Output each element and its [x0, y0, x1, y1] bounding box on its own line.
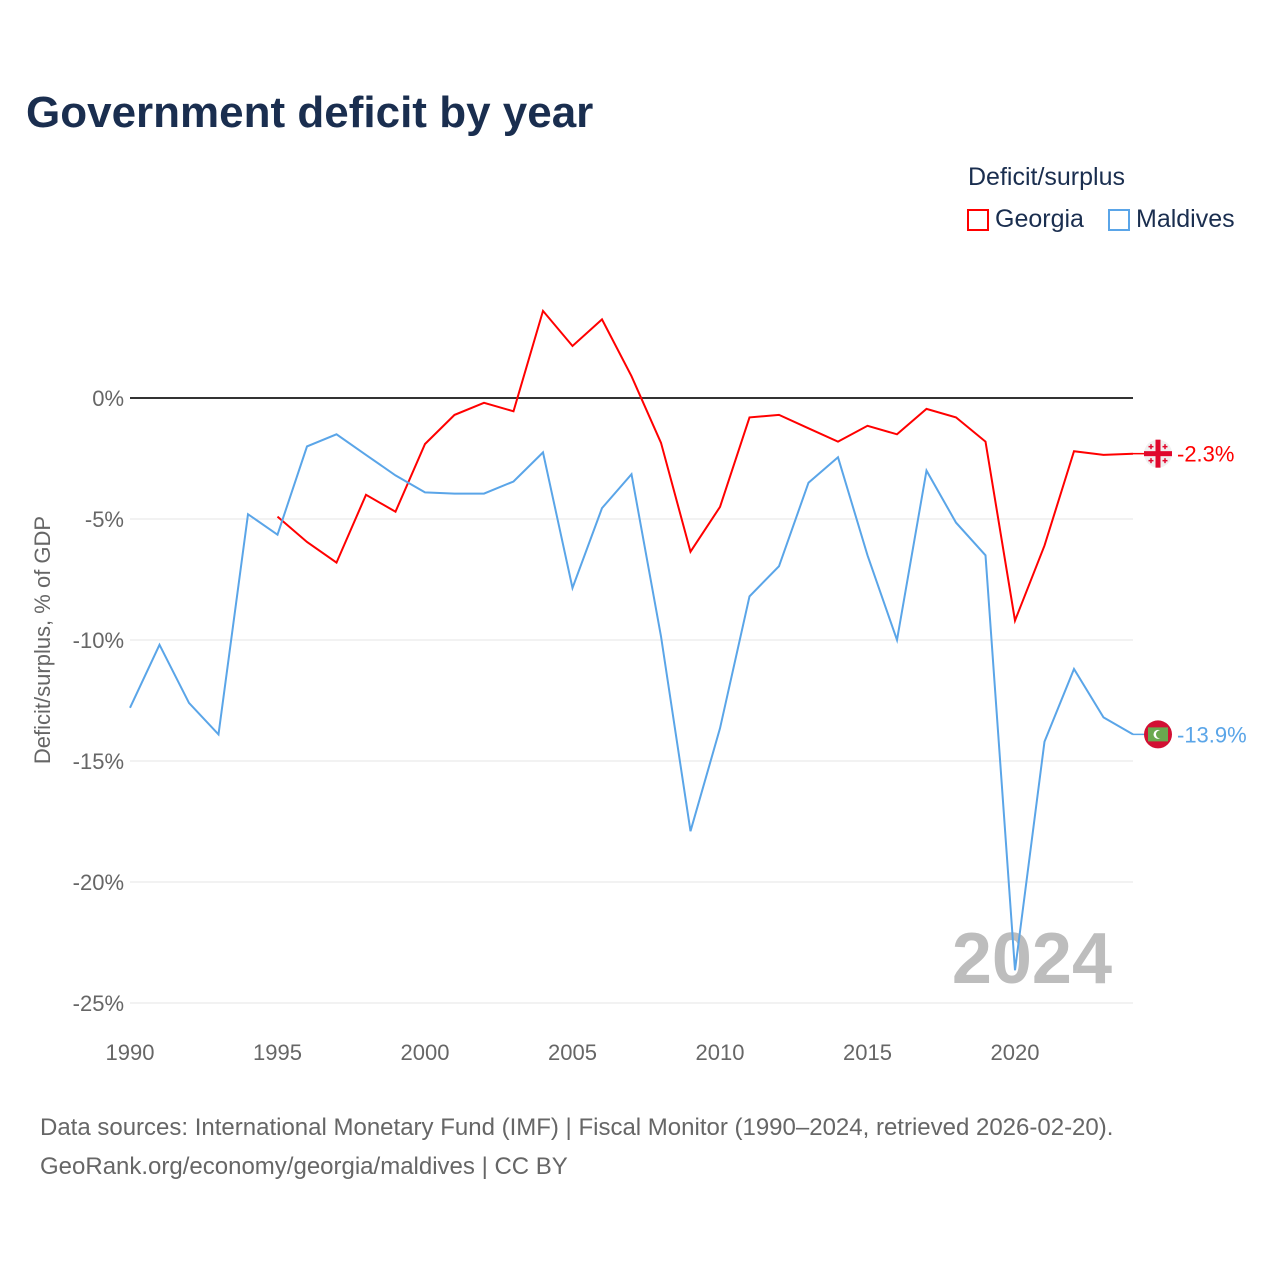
x-tick-label: 2015 — [843, 1040, 892, 1065]
legend-item-maldives[interactable]: Maldives — [1108, 205, 1235, 234]
y-tick-label: -15% — [73, 749, 124, 774]
legend-swatch-georgia — [967, 208, 989, 231]
flag-small-cross — [1164, 444, 1166, 450]
chart-title: Government deficit by year — [26, 88, 594, 137]
line-chart: 0% -5% -10% -15% -20% -25% 1990 1995 2000 2005 201… — [30, 308, 1247, 1065]
legend-title: Deficit/surplus — [968, 163, 1125, 191]
flag-small-cross — [1150, 444, 1152, 450]
source-line: Data sources: International Monetary Fun… — [40, 1114, 1114, 1141]
x-tick-label: 2005 — [548, 1040, 597, 1065]
flag-cross — [1144, 451, 1172, 457]
legend-label: Maldives — [1136, 205, 1235, 233]
flag-crescent-cut — [1156, 730, 1164, 739]
x-tick-label: 2010 — [696, 1040, 745, 1065]
x-tick-label: 1990 — [106, 1040, 155, 1065]
flag-small-cross — [1164, 458, 1166, 464]
flag-small-cross — [1150, 458, 1152, 464]
source-note: Data sources: International Monetary Fun… — [40, 1108, 1113, 1186]
end-value-label: -2.3% — [1177, 442, 1234, 467]
legend-item-georgia[interactable]: Georgia — [967, 205, 1084, 234]
series-line-georgia — [276, 308, 1134, 625]
end-value-label: -13.9% — [1177, 722, 1247, 747]
x-tick-label: 2020 — [991, 1040, 1040, 1065]
y-tick-label: -25% — [73, 991, 124, 1016]
legend-label: Georgia — [995, 205, 1084, 233]
y-tick-label: -20% — [73, 870, 124, 895]
x-tick-label: 1995 — [253, 1040, 302, 1065]
source-url[interactable]: GeoRank.org/economy/georgia/maldives | C… — [40, 1153, 568, 1180]
series-line-maldives — [129, 433, 1134, 971]
y-axis-label: Deficit/surplus, % of GDP — [30, 516, 55, 764]
y-tick-label: -5% — [85, 507, 124, 532]
y-tick-label: -10% — [73, 628, 124, 653]
legend-swatch-maldives — [1108, 208, 1130, 231]
year-watermark: 2024 — [952, 919, 1112, 999]
y-tick-label: 0% — [92, 386, 124, 411]
x-tick-label: 2000 — [401, 1040, 450, 1065]
